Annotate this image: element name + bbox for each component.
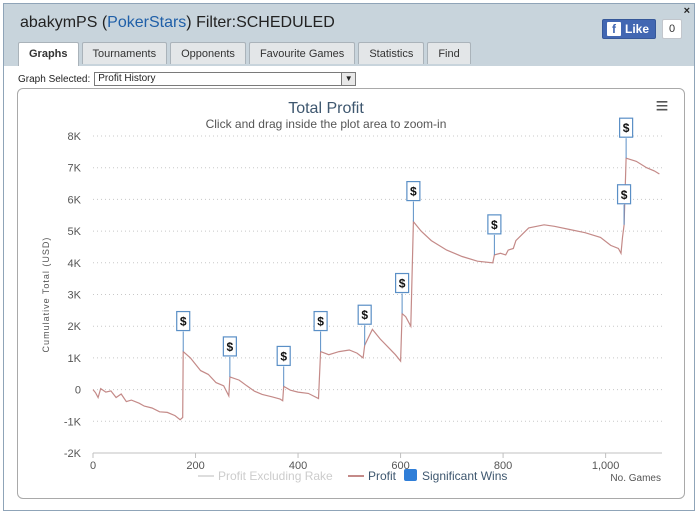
dollar-icon: $ [399, 277, 406, 291]
significant-win-flag[interactable]: $ [395, 272, 410, 314]
flag-box [619, 117, 634, 138]
legend-label: Profit Excluding Rake [218, 469, 333, 483]
dollar-icon: $ [280, 349, 287, 363]
tab-statistics[interactable]: Statistics [358, 42, 425, 64]
player-name: abakymPS [20, 14, 98, 31]
significant-win-flag[interactable]: $ [176, 310, 191, 352]
y-tick-label: 7K [68, 163, 82, 175]
flag-box [222, 336, 237, 357]
significant-win-flag[interactable]: $ [616, 184, 632, 225]
title-bar: abakymPS (PokerStars) Filter:SCHEDULED ×… [4, 4, 694, 66]
significant-win-flag[interactable]: $ [313, 310, 328, 352]
x-tick-label: 200 [186, 460, 204, 472]
dollar-icon: $ [410, 185, 417, 199]
tab-graphs[interactable]: Graphs [18, 42, 79, 66]
tab-favourite-games[interactable]: Favourite Games [248, 42, 356, 64]
flag-box [487, 214, 502, 235]
facebook-like-button[interactable]: f Like [602, 19, 657, 39]
y-tick-label: 3K [68, 290, 82, 302]
x-tick-label: 0 [90, 460, 96, 472]
dollar-icon: $ [623, 121, 630, 135]
y-tick-label: -1K [64, 416, 82, 428]
flag-box [313, 310, 328, 332]
dropdown-arrow-icon: ▼ [341, 73, 356, 85]
y-tick-label: 6K [68, 194, 82, 206]
x-axis-label: No. Games [610, 473, 661, 484]
dollar-icon: $ [491, 218, 498, 232]
profit-chart[interactable]: Total Profit Click and drag inside the p… [18, 89, 684, 498]
flag-box [176, 310, 191, 332]
tab-bar: Graphs Tournaments Opponents Favourite Game… [18, 42, 471, 66]
significant-win-flag[interactable]: $ [357, 304, 372, 346]
dollar-icon: $ [317, 315, 324, 329]
flag-box [276, 345, 291, 367]
legend-item[interactable]: Significant Wins [404, 469, 507, 483]
flag-box [395, 272, 410, 294]
y-tick-label: 1K [68, 353, 82, 365]
filter-text: ) Filter:SCHEDULED [186, 14, 335, 31]
x-tick-label: 400 [289, 460, 307, 472]
tab-opponents[interactable]: Opponents [170, 42, 246, 64]
y-tick-label: 8K [68, 131, 82, 143]
chart-title: Total Profit [288, 100, 364, 117]
tournament-window: abakymPS (PokerStars) Filter:SCHEDULED ×… [3, 3, 695, 511]
legend-label: Significant Wins [422, 469, 507, 483]
facebook-like-widget: f Like 0 [602, 19, 683, 39]
facebook-like-count: 0 [662, 19, 683, 39]
x-tick-label: 1,000 [592, 460, 620, 472]
significant-win-flag[interactable]: $ [406, 180, 421, 222]
flag-box [357, 304, 372, 325]
y-tick-label: -2K [64, 448, 82, 460]
x-tick-label: 600 [391, 460, 409, 472]
significant-win-flag[interactable]: $ [276, 345, 291, 387]
dollar-icon: $ [361, 308, 368, 322]
facebook-like-label: Like [625, 22, 650, 36]
chart-menu-icon[interactable]: ≡ [656, 93, 669, 118]
site-name: PokerStars [107, 14, 187, 31]
significant-win-flag[interactable]: $ [222, 336, 237, 377]
legend-symbol [404, 469, 417, 481]
graph-select-dropdown[interactable]: Profit History ▼ [94, 72, 357, 86]
y-tick-label: 2K [68, 321, 82, 333]
y-axis-label: Cumulative Total (USD) [41, 237, 51, 353]
title-open-paren: ( [97, 14, 108, 31]
dollar-icon: $ [180, 315, 187, 329]
y-tick-label: 4K [68, 258, 82, 270]
tab-find[interactable]: Find [427, 42, 471, 64]
flag-box [406, 180, 421, 202]
legend-item[interactable]: Profit [348, 469, 397, 483]
y-tick-label: 0 [75, 385, 81, 397]
dollar-icon: $ [621, 188, 628, 202]
significant-win-flag[interactable]: $ [619, 117, 634, 159]
graph-select-row: Graph Selected: Profit History ▼ [18, 72, 357, 86]
chart-subtitle: Click and drag inside the plot area to z… [206, 117, 447, 131]
flag-box [616, 184, 632, 205]
y-tick-label: 5K [68, 226, 82, 238]
legend-label: Profit [368, 469, 397, 483]
chart-container: Total Profit Click and drag inside the p… [17, 88, 685, 499]
legend-item[interactable]: Profit Excluding Rake [198, 469, 333, 483]
tab-tournaments[interactable]: Tournaments [81, 42, 168, 64]
x-tick-label: 800 [494, 460, 512, 472]
profit-series-line [92, 157, 660, 421]
graph-select-label: Graph Selected: [18, 73, 91, 85]
graph-select-value: Profit History [98, 73, 156, 84]
dollar-icon: $ [227, 340, 234, 354]
significant-win-flag[interactable]: $ [487, 214, 502, 255]
window-title: abakymPS (PokerStars) Filter:SCHEDULED [20, 14, 335, 32]
close-icon[interactable]: × [683, 5, 690, 17]
facebook-logo-icon: f [607, 22, 621, 36]
